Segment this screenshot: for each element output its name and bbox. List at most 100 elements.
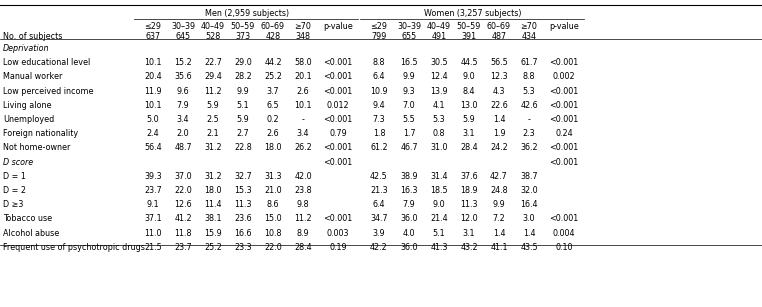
Text: 6.5: 6.5 — [267, 101, 280, 110]
Text: 32.0: 32.0 — [520, 186, 538, 195]
Text: 30–39: 30–39 — [397, 22, 421, 31]
Text: 41.1: 41.1 — [490, 243, 507, 252]
Text: 6.4: 6.4 — [373, 72, 386, 81]
Text: 15.0: 15.0 — [264, 214, 282, 223]
Text: 1.4: 1.4 — [493, 115, 505, 124]
Text: 16.6: 16.6 — [234, 229, 251, 238]
Text: 34.7: 34.7 — [370, 214, 388, 223]
Text: 10.8: 10.8 — [264, 229, 282, 238]
Text: 9.9: 9.9 — [492, 200, 505, 209]
Text: 15.2: 15.2 — [174, 58, 192, 67]
Text: 44.2: 44.2 — [264, 58, 282, 67]
Text: 16.4: 16.4 — [520, 200, 538, 209]
Text: 31.3: 31.3 — [264, 172, 282, 181]
Text: 23.8: 23.8 — [294, 186, 312, 195]
Text: Men (2,959 subjects): Men (2,959 subjects) — [205, 9, 289, 18]
Text: 42.5: 42.5 — [370, 172, 388, 181]
Text: D = 1: D = 1 — [3, 172, 26, 181]
Text: Foreign nationality: Foreign nationality — [3, 129, 78, 138]
Text: <0.001: <0.001 — [549, 87, 578, 95]
Text: 2.4: 2.4 — [147, 129, 159, 138]
Text: 31.0: 31.0 — [431, 143, 448, 152]
Text: 15.3: 15.3 — [234, 186, 251, 195]
Text: 13.0: 13.0 — [460, 101, 478, 110]
Text: Deprivation: Deprivation — [3, 44, 50, 53]
Text: 1.4: 1.4 — [523, 229, 535, 238]
Text: 2.0: 2.0 — [177, 129, 189, 138]
Text: 9.0: 9.0 — [433, 200, 445, 209]
Text: 6.4: 6.4 — [373, 200, 386, 209]
Text: 18.9: 18.9 — [460, 186, 478, 195]
Text: 0.012: 0.012 — [327, 101, 349, 110]
Text: ≥70: ≥70 — [520, 22, 537, 31]
Text: 20.4: 20.4 — [144, 72, 162, 81]
Text: 2.5: 2.5 — [207, 115, 219, 124]
Text: 12.0: 12.0 — [460, 214, 478, 223]
Text: ≤29: ≤29 — [370, 22, 388, 31]
Text: 4.1: 4.1 — [433, 101, 445, 110]
Text: 373: 373 — [235, 32, 251, 41]
Text: 9.0: 9.0 — [463, 72, 475, 81]
Text: D ≥3: D ≥3 — [3, 200, 24, 209]
Text: 7.2: 7.2 — [492, 214, 505, 223]
Text: 3.1: 3.1 — [463, 229, 475, 238]
Text: 11.8: 11.8 — [174, 229, 192, 238]
Text: 15.9: 15.9 — [204, 229, 222, 238]
Text: 0.10: 0.10 — [555, 243, 573, 252]
Text: 5.5: 5.5 — [402, 115, 415, 124]
Text: 30–39: 30–39 — [171, 22, 195, 31]
Text: 60–69: 60–69 — [487, 22, 511, 31]
Text: 528: 528 — [206, 32, 221, 41]
Text: Low perceived income: Low perceived income — [3, 87, 94, 95]
Text: 637: 637 — [146, 32, 161, 41]
Text: 9.3: 9.3 — [402, 87, 415, 95]
Text: 0.003: 0.003 — [327, 229, 349, 238]
Text: 5.9: 5.9 — [237, 115, 249, 124]
Text: 21.5: 21.5 — [144, 243, 162, 252]
Text: 8.6: 8.6 — [267, 200, 279, 209]
Text: 23.7: 23.7 — [144, 186, 162, 195]
Text: 24.8: 24.8 — [490, 186, 507, 195]
Text: 35.6: 35.6 — [174, 72, 192, 81]
Text: 46.7: 46.7 — [400, 143, 418, 152]
Text: 5.3: 5.3 — [523, 87, 536, 95]
Text: 0.2: 0.2 — [267, 115, 280, 124]
Text: <0.001: <0.001 — [323, 115, 353, 124]
Text: 12.4: 12.4 — [431, 72, 448, 81]
Text: Women (3,257 subjects): Women (3,257 subjects) — [424, 9, 522, 18]
Text: 36.2: 36.2 — [520, 143, 538, 152]
Text: 4.0: 4.0 — [403, 229, 415, 238]
Text: <0.001: <0.001 — [549, 58, 578, 67]
Text: 31.2: 31.2 — [204, 172, 222, 181]
Text: 9.1: 9.1 — [147, 200, 159, 209]
Text: Alcohol abuse: Alcohol abuse — [3, 229, 59, 238]
Text: 3.0: 3.0 — [523, 214, 535, 223]
Text: 22.0: 22.0 — [264, 243, 282, 252]
Text: 5.1: 5.1 — [237, 101, 249, 110]
Text: 2.6: 2.6 — [296, 87, 309, 95]
Text: 428: 428 — [265, 32, 280, 41]
Text: 36.0: 36.0 — [400, 243, 418, 252]
Text: 3.7: 3.7 — [267, 87, 280, 95]
Text: <0.001: <0.001 — [323, 143, 353, 152]
Text: 12.3: 12.3 — [490, 72, 507, 81]
Text: No. of subjects: No. of subjects — [3, 32, 62, 41]
Text: 1.9: 1.9 — [493, 129, 505, 138]
Text: 44.5: 44.5 — [460, 58, 478, 67]
Text: Frequent use of psychotropic drugs: Frequent use of psychotropic drugs — [3, 243, 145, 252]
Text: 40–49: 40–49 — [201, 22, 225, 31]
Text: 9.9: 9.9 — [402, 72, 415, 81]
Text: 11.9: 11.9 — [144, 87, 162, 95]
Text: 23.3: 23.3 — [234, 243, 251, 252]
Text: 23.7: 23.7 — [174, 243, 192, 252]
Text: 31.2: 31.2 — [204, 143, 222, 152]
Text: 1.4: 1.4 — [493, 229, 505, 238]
Text: 32.7: 32.7 — [234, 172, 252, 181]
Text: 22.8: 22.8 — [234, 143, 252, 152]
Text: 61.7: 61.7 — [520, 58, 538, 67]
Text: 11.2: 11.2 — [204, 87, 222, 95]
Text: 8.4: 8.4 — [463, 87, 475, 95]
Text: 391: 391 — [462, 32, 476, 41]
Text: 18.0: 18.0 — [204, 186, 222, 195]
Text: 39.3: 39.3 — [144, 172, 162, 181]
